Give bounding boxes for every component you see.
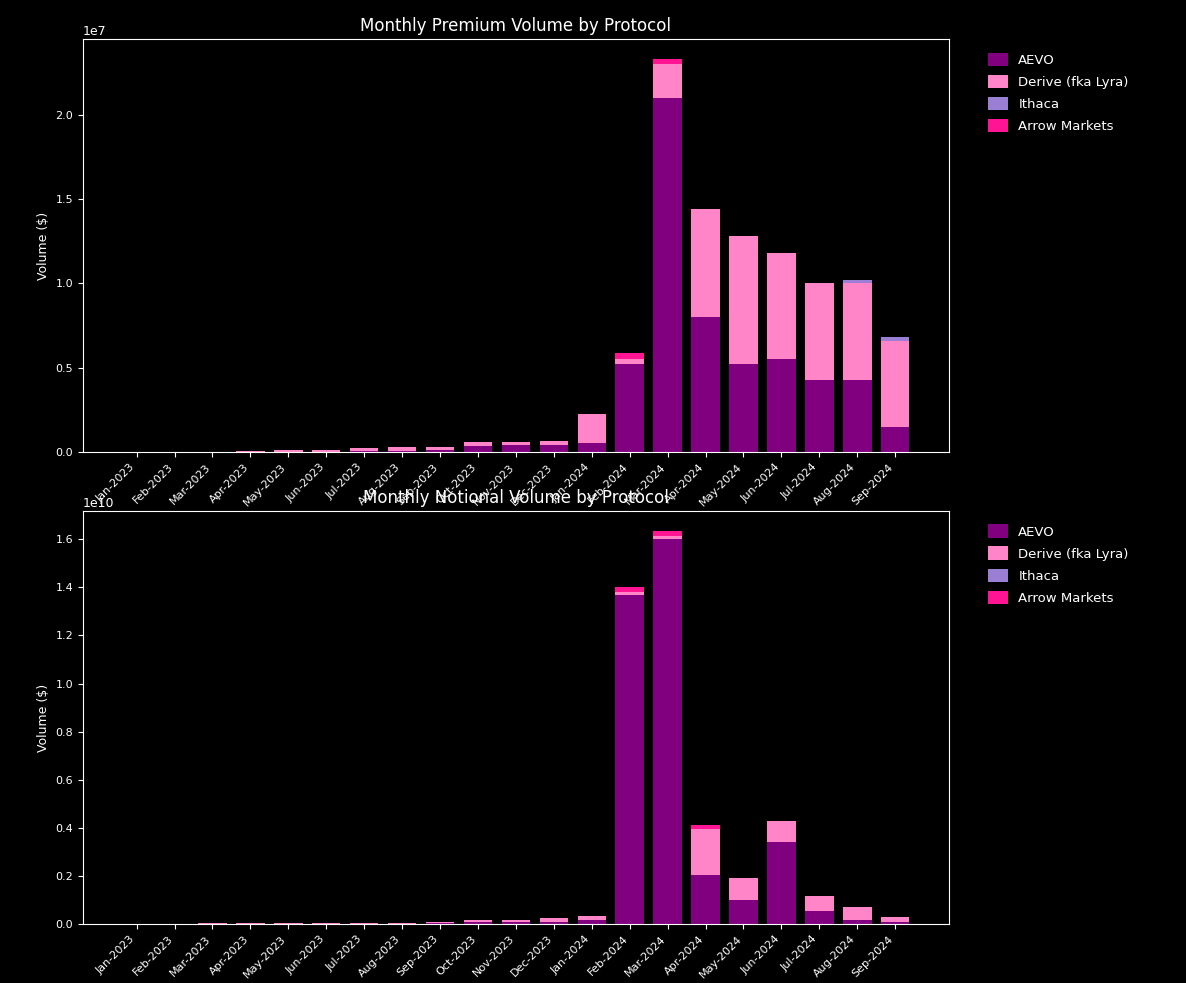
Bar: [729, 879, 758, 900]
Bar: [578, 443, 606, 452]
Bar: [767, 842, 796, 924]
Bar: [805, 911, 834, 924]
Bar: [540, 922, 568, 924]
Bar: [653, 64, 682, 97]
Bar: [881, 337, 910, 341]
Bar: [540, 918, 568, 922]
Bar: [502, 441, 530, 445]
Bar: [616, 587, 644, 592]
Bar: [767, 253, 796, 360]
Bar: [616, 592, 644, 595]
Bar: [578, 414, 606, 443]
Bar: [350, 448, 378, 451]
Bar: [426, 450, 454, 452]
Title: Monthly Premium Volume by Protocol: Monthly Premium Volume by Protocol: [361, 17, 671, 35]
Bar: [881, 341, 910, 427]
Bar: [729, 900, 758, 924]
Bar: [843, 920, 872, 924]
Bar: [312, 450, 340, 452]
Bar: [578, 920, 606, 924]
Bar: [616, 353, 644, 360]
Bar: [691, 318, 720, 452]
Bar: [843, 907, 872, 920]
Bar: [881, 427, 910, 452]
Bar: [881, 917, 910, 922]
Bar: [653, 540, 682, 924]
Bar: [426, 447, 454, 450]
Bar: [540, 444, 568, 452]
Bar: [578, 915, 606, 920]
Bar: [502, 920, 530, 922]
Title: Monthly Notional Volume by Protocol: Monthly Notional Volume by Protocol: [363, 489, 669, 507]
Legend: AEVO, Derive (fka Lyra), Ithaca, Arrow Markets: AEVO, Derive (fka Lyra), Ithaca, Arrow M…: [981, 46, 1135, 140]
Bar: [616, 360, 644, 365]
Y-axis label: Volume ($): Volume ($): [37, 211, 50, 280]
Bar: [767, 360, 796, 452]
Bar: [805, 896, 834, 911]
Bar: [464, 920, 492, 922]
Bar: [426, 923, 454, 924]
Bar: [691, 826, 720, 829]
Bar: [691, 209, 720, 318]
Bar: [653, 531, 682, 536]
Bar: [767, 821, 796, 842]
Bar: [616, 595, 644, 924]
Bar: [691, 829, 720, 875]
Bar: [464, 442, 492, 445]
Bar: [388, 451, 416, 452]
Bar: [843, 379, 872, 452]
Y-axis label: Volume ($): Volume ($): [37, 683, 50, 752]
Bar: [653, 97, 682, 452]
Bar: [274, 450, 302, 452]
Bar: [653, 536, 682, 540]
Bar: [843, 280, 872, 283]
Bar: [502, 445, 530, 452]
Bar: [388, 447, 416, 451]
Bar: [464, 445, 492, 452]
Bar: [653, 59, 682, 64]
Bar: [616, 365, 644, 452]
Bar: [843, 283, 872, 379]
Bar: [805, 283, 834, 379]
Bar: [464, 922, 492, 924]
Bar: [540, 441, 568, 444]
Bar: [729, 236, 758, 365]
Bar: [691, 875, 720, 924]
Bar: [729, 365, 758, 452]
Bar: [805, 379, 834, 452]
Bar: [502, 922, 530, 924]
Legend: AEVO, Derive (fka Lyra), Ithaca, Arrow Markets: AEVO, Derive (fka Lyra), Ithaca, Arrow M…: [981, 518, 1135, 611]
Bar: [881, 922, 910, 924]
